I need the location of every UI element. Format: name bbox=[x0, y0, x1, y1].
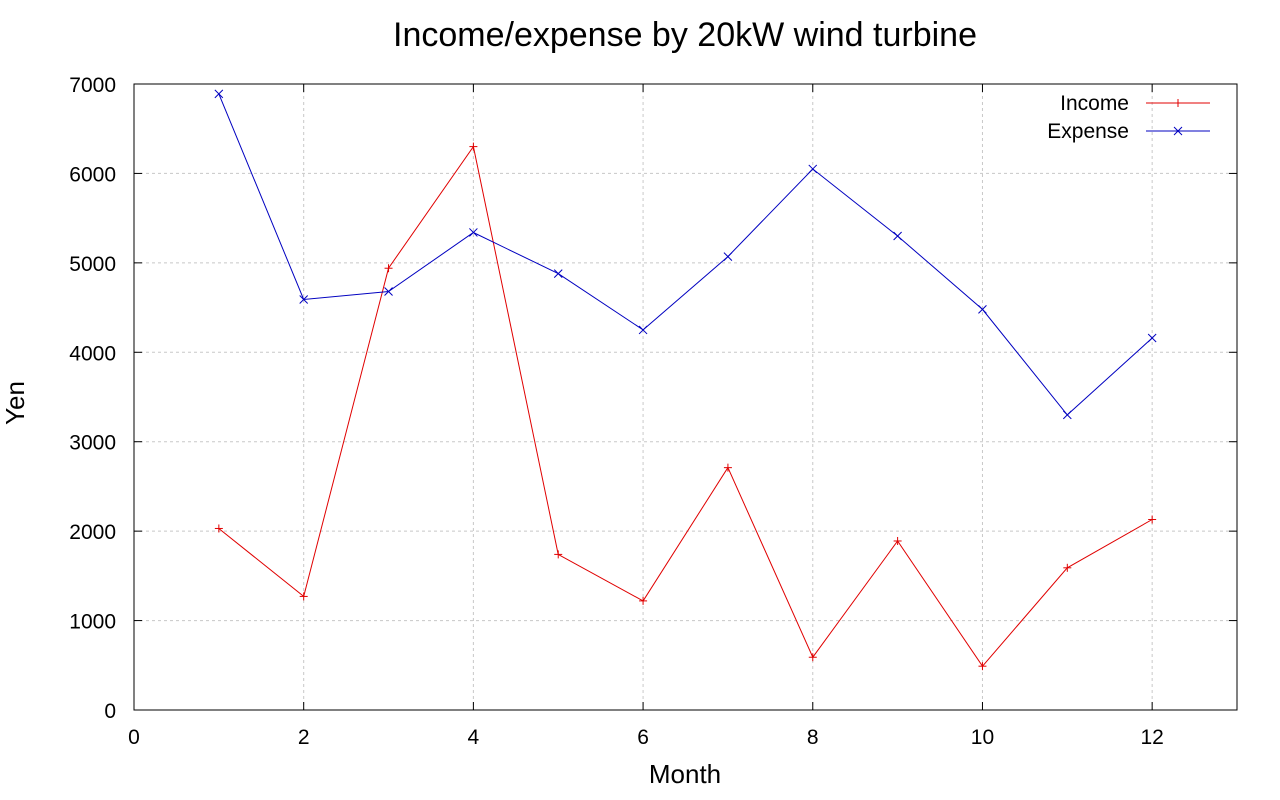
income-point bbox=[808, 653, 817, 662]
income-point bbox=[639, 596, 648, 605]
x-tick-label: 2 bbox=[298, 726, 310, 749]
expense-point bbox=[638, 325, 648, 335]
income-point bbox=[469, 142, 478, 151]
expense-point bbox=[214, 89, 224, 99]
plot-frame bbox=[133, 83, 1238, 711]
income-line bbox=[218, 145, 1153, 668]
x-tick-label: 0 bbox=[128, 726, 140, 749]
y-tick-label: 4000 bbox=[69, 342, 116, 365]
income-point bbox=[384, 264, 393, 273]
y-tick-label: 1000 bbox=[69, 611, 116, 634]
expense-point bbox=[978, 305, 987, 314]
expense-series bbox=[214, 89, 1157, 420]
legend-entry-expense: Expense bbox=[1047, 120, 1210, 143]
income-series bbox=[214, 142, 1157, 671]
legend-entry-income: Income bbox=[1060, 92, 1210, 115]
x-tick-label: 6 bbox=[637, 726, 649, 749]
y-tick-label: 2000 bbox=[69, 521, 116, 544]
expense-point bbox=[893, 231, 902, 241]
legend-label: Expense bbox=[1047, 120, 1129, 143]
x-axis-label: Month bbox=[649, 759, 721, 789]
x-tick-label: 8 bbox=[807, 726, 819, 749]
legend: Income Expense bbox=[1047, 92, 1210, 143]
axis-ticks: 0 1000 2000 3000 4000 5000 6000 7000 0 2 4 6 8 10 12 bbox=[69, 74, 1237, 749]
expense-point bbox=[1062, 410, 1072, 420]
income-point bbox=[554, 550, 563, 559]
expense-point bbox=[723, 252, 733, 261]
x-tick-label: 12 bbox=[1140, 726, 1163, 749]
income-point bbox=[723, 463, 732, 472]
income-point bbox=[978, 662, 987, 671]
y-tick-label: 6000 bbox=[69, 163, 116, 186]
y-axis-label: Yen bbox=[0, 381, 30, 425]
expense-point bbox=[1147, 333, 1157, 343]
income-point bbox=[893, 536, 902, 545]
legend-marker bbox=[1173, 126, 1183, 136]
income-point bbox=[214, 524, 223, 533]
y-tick-label: 7000 bbox=[69, 74, 116, 97]
grid-lines bbox=[134, 84, 1237, 710]
expense-point bbox=[384, 287, 393, 296]
series-layer bbox=[214, 89, 1157, 671]
income-point bbox=[299, 592, 308, 601]
expense-point bbox=[808, 164, 818, 174]
expense-line bbox=[218, 93, 1153, 416]
income-point bbox=[1148, 515, 1157, 524]
x-tick-label: 10 bbox=[971, 726, 994, 749]
expense-point bbox=[469, 228, 478, 237]
y-tick-label: 5000 bbox=[69, 253, 116, 276]
expense-point bbox=[553, 269, 563, 278]
chart-title: Income/expense by 20kW wind turbine bbox=[393, 16, 977, 54]
x-tick-label: 4 bbox=[468, 726, 480, 749]
legend-label: Income bbox=[1060, 92, 1129, 115]
y-tick-label: 0 bbox=[104, 700, 116, 723]
legend-marker bbox=[1174, 99, 1182, 107]
income-point bbox=[1063, 563, 1072, 572]
expense-point bbox=[299, 295, 309, 304]
y-tick-label: 3000 bbox=[69, 432, 116, 455]
